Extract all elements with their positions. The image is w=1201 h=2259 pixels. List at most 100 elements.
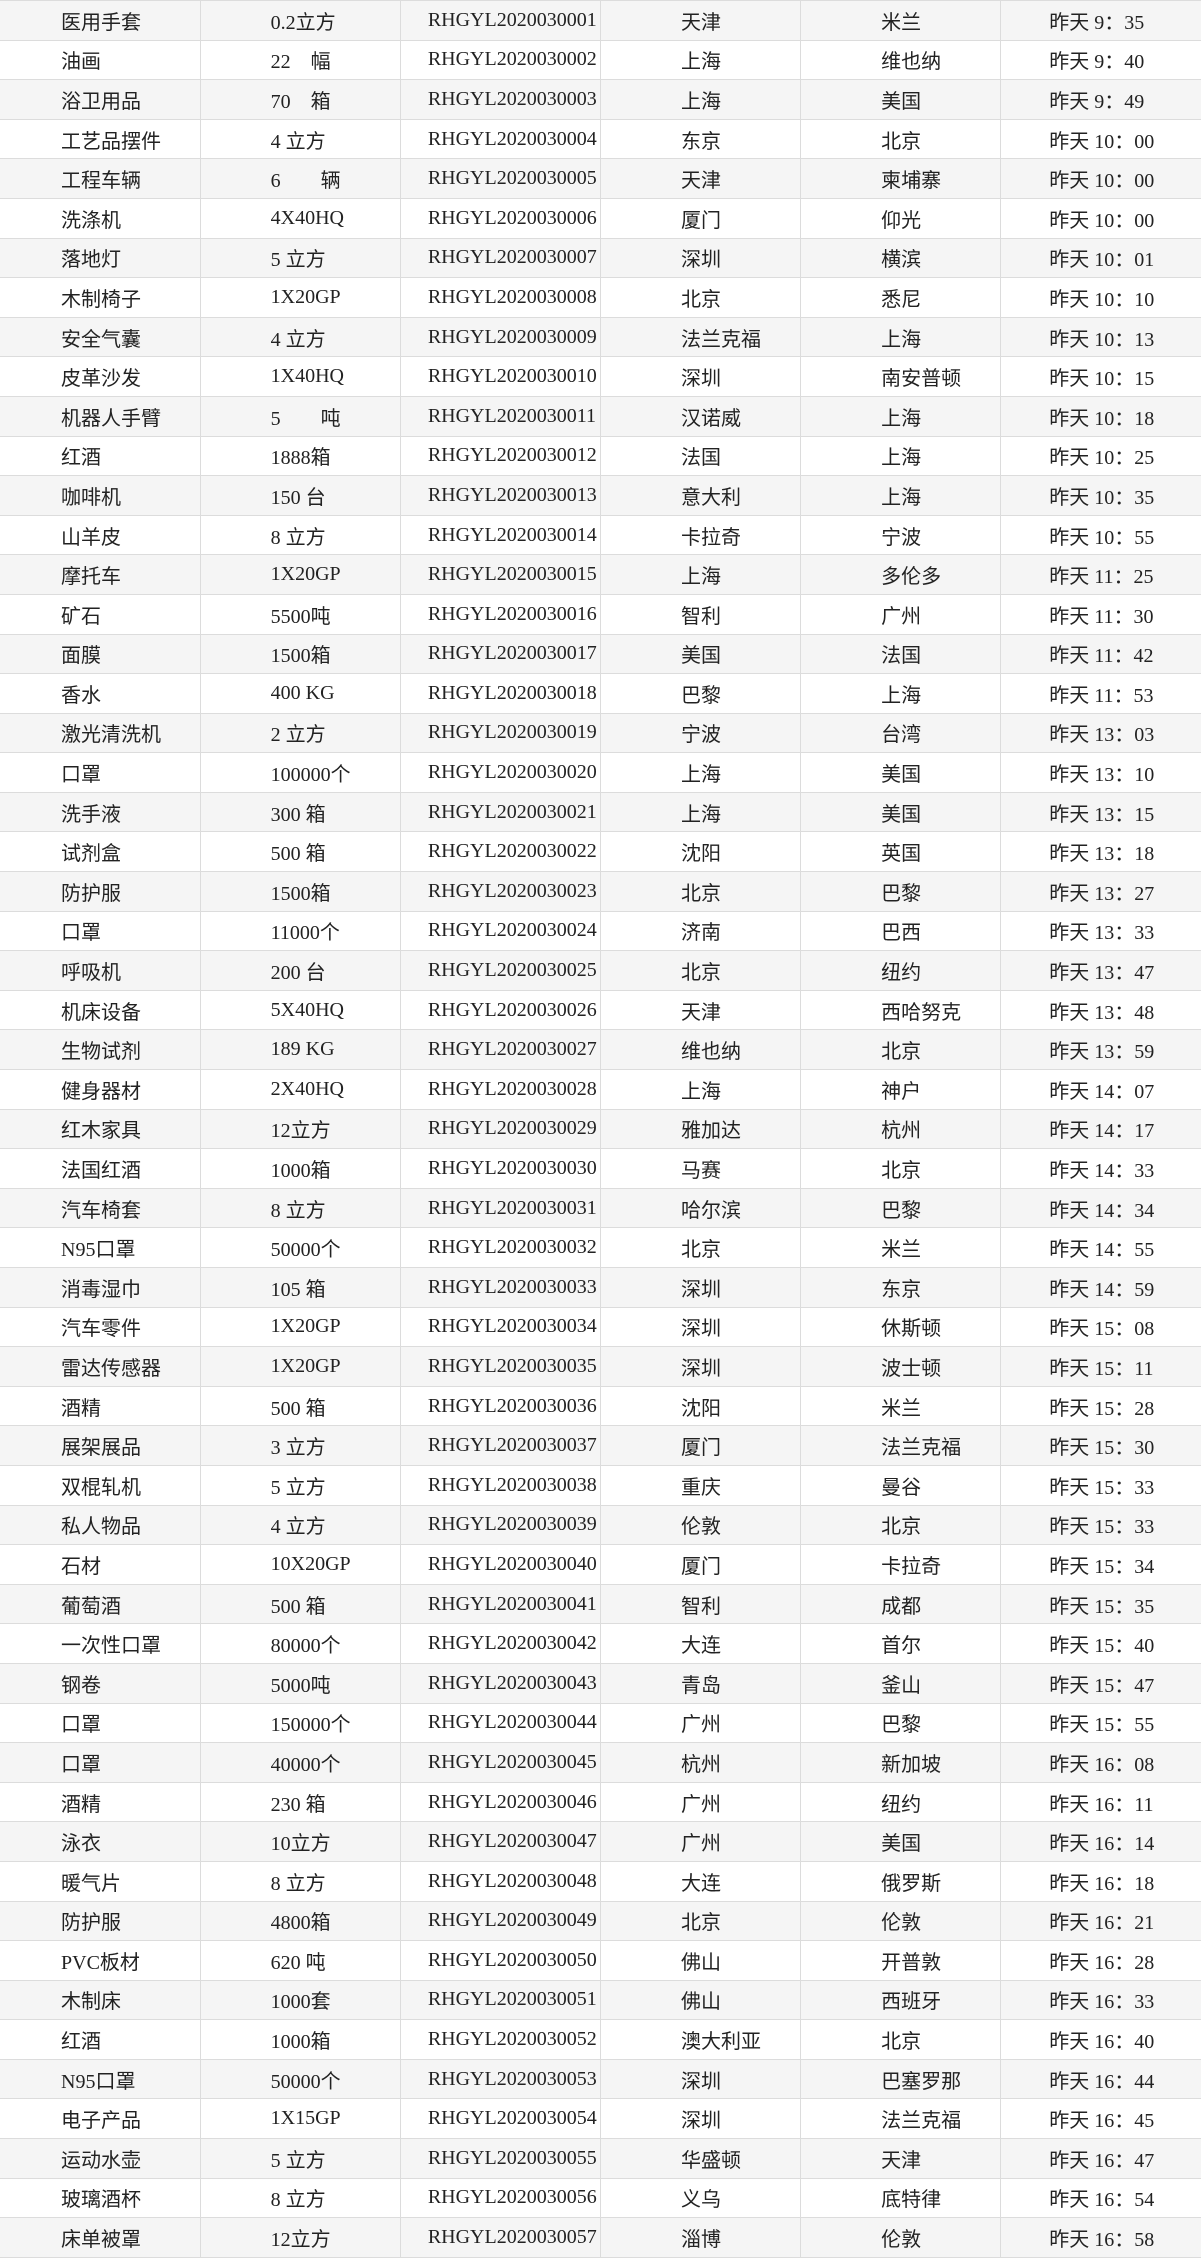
quantity-cell: 5 立方	[200, 237, 401, 279]
destination-cell: 上海	[800, 475, 1002, 516]
table-row: 钢卷 5000吨 RHGYL2020030043 青岛 釜山 昨天 15：47	[0, 1662, 1201, 1704]
quantity-cell: 10立方	[200, 1821, 401, 1862]
quantity-cell: 3 立方	[200, 1425, 401, 1466]
time-cell: 昨天 10：13	[1000, 316, 1201, 358]
cargo-name-cell: 面膜	[0, 633, 201, 675]
cargo-name-cell: 汽车椅套	[0, 1187, 201, 1229]
table-row: 暖气片 8 立方 RHGYL2020030048 大连 俄罗斯 昨天 16：18	[0, 1860, 1201, 1902]
cargo-name-cell: N95口罩	[0, 1227, 201, 1268]
table-row: N95口罩 50000个 RHGYL2020030032 北京 米兰 昨天 14：55	[0, 1227, 1201, 1268]
destination-cell: 新加坡	[800, 1742, 1002, 1783]
cargo-name-cell: 消毒湿巾	[0, 1267, 201, 1308]
quantity-cell: 2X40HQ	[200, 1069, 401, 1110]
table-row: 激光清洗机 2 立方 RHGYL2020030019 宁波 台湾 昨天 13：03	[0, 712, 1201, 754]
table-row: 面膜 1500箱 RHGYL2020030017 美国 法国 昨天 11：42	[0, 633, 1201, 675]
cargo-name-cell: 呼吸机	[0, 950, 201, 991]
destination-cell: 悉尼	[800, 277, 1002, 318]
order-number-cell: RHGYL2020030026	[400, 989, 601, 1031]
order-number-cell: RHGYL2020030033	[400, 1267, 601, 1308]
quantity-cell: 620 吨	[200, 1940, 401, 1981]
quantity-cell: 1000箱	[200, 2019, 401, 2060]
time-cell: 昨天 13：33	[1000, 910, 1201, 952]
cargo-name-cell: 红木家具	[0, 1108, 201, 1150]
cargo-name-cell: 雷达传感器	[0, 1346, 201, 1387]
origin-cell: 深圳	[600, 2098, 802, 2140]
time-cell: 昨天 15：34	[1000, 1544, 1201, 1585]
table-row: N95口罩 50000个 RHGYL2020030053 深圳 巴塞罗那 昨天 16：44	[0, 2058, 1201, 2100]
table-row: 山羊皮 8 立方 RHGYL2020030014 卡拉奇 宁波 昨天 10：55	[0, 514, 1201, 556]
destination-cell: 美国	[800, 752, 1002, 793]
table-row: 呼吸机 200 台 RHGYL2020030025 北京 纽约 昨天 13：47	[0, 950, 1201, 991]
table-row: 口罩 40000个 RHGYL2020030045 杭州 新加坡 昨天 16：08	[0, 1742, 1201, 1783]
quantity-cell: 1X15GP	[200, 2098, 401, 2140]
destination-cell: 仰光	[800, 197, 1002, 239]
destination-cell: 法国	[800, 633, 1002, 675]
cargo-name-cell: 一次性口罩	[0, 1623, 201, 1664]
order-number-cell: RHGYL2020030003	[400, 79, 601, 120]
table-row: 一次性口罩 80000个 RHGYL2020030042 大连 首尔 昨天 15：40	[0, 1623, 1201, 1664]
cargo-name-cell: 床单被罩	[0, 2217, 201, 2258]
time-cell: 昨天 15：33	[1000, 1464, 1201, 1506]
destination-cell: 杭州	[800, 1108, 1002, 1150]
time-cell: 昨天 13：47	[1000, 950, 1201, 991]
order-number-cell: RHGYL2020030021	[400, 791, 601, 833]
table-row: 红酒 1000箱 RHGYL2020030052 澳大利亚 北京 昨天 16：40	[0, 2019, 1201, 2060]
cargo-name-cell: 法国红酒	[0, 1148, 201, 1189]
quantity-cell: 105 箱	[200, 1267, 401, 1308]
quantity-cell: 5500吨	[200, 593, 401, 635]
order-number-cell: RHGYL2020030010	[400, 356, 601, 397]
time-cell: 昨天 16：58	[1000, 2217, 1201, 2258]
destination-cell: 宁波	[800, 514, 1002, 556]
origin-cell: 广州	[600, 1821, 802, 1862]
table-row: 消毒湿巾 105 箱 RHGYL2020030033 深圳 东京 昨天 14：59	[0, 1267, 1201, 1308]
order-number-cell: RHGYL2020030029	[400, 1108, 601, 1150]
order-number-cell: RHGYL2020030004	[400, 118, 601, 160]
destination-cell: 北京	[800, 1504, 1002, 1546]
time-cell: 昨天 13：10	[1000, 752, 1201, 793]
origin-cell: 天津	[600, 158, 802, 199]
origin-cell: 大连	[600, 1623, 802, 1664]
cargo-name-cell: 医用手套	[0, 0, 201, 41]
destination-cell: 卡拉奇	[800, 1544, 1002, 1585]
destination-cell: 纽约	[800, 950, 1002, 991]
order-number-cell: RHGYL2020030002	[400, 39, 601, 81]
cargo-name-cell: 酒精	[0, 1781, 201, 1823]
order-number-cell: RHGYL2020030052	[400, 2019, 601, 2060]
quantity-cell: 5 吨	[200, 395, 401, 437]
cargo-name-cell: 防护服	[0, 871, 201, 912]
origin-cell: 法国	[600, 435, 802, 477]
destination-cell: 西班牙	[800, 1979, 1002, 2021]
destination-cell: 美国	[800, 1821, 1002, 1862]
quantity-cell: 50000个	[200, 2058, 401, 2100]
destination-cell: 上海	[800, 316, 1002, 358]
cargo-name-cell: 摩托车	[0, 554, 201, 595]
origin-cell: 济南	[600, 910, 802, 952]
time-cell: 昨天 16：11	[1000, 1781, 1201, 1823]
table-row: 木制床 1000套 RHGYL2020030051 佛山 西班牙 昨天 16：33	[0, 1979, 1201, 2021]
cargo-name-cell: 工程车辆	[0, 158, 201, 199]
destination-cell: 横滨	[800, 237, 1002, 279]
quantity-cell: 6 辆	[200, 158, 401, 199]
origin-cell: 厦门	[600, 1544, 802, 1585]
time-cell: 昨天 11：25	[1000, 554, 1201, 595]
order-number-cell: RHGYL2020030005	[400, 158, 601, 199]
time-cell: 昨天 13：15	[1000, 791, 1201, 833]
order-number-cell: RHGYL2020030056	[400, 2177, 601, 2219]
time-cell: 昨天 15：28	[1000, 1385, 1201, 1427]
origin-cell: 雅加达	[600, 1108, 802, 1150]
destination-cell: 南安普顿	[800, 356, 1002, 397]
destination-cell: 伦敦	[800, 2217, 1002, 2258]
table-row: 汽车零件 1X20GP RHGYL2020030034 深圳 休斯顿 昨天 15：08	[0, 1306, 1201, 1348]
quantity-cell: 150000个	[200, 1702, 401, 1744]
order-number-cell: RHGYL2020030023	[400, 871, 601, 912]
order-number-cell: RHGYL2020030049	[400, 1900, 601, 1942]
cargo-name-cell: 口罩	[0, 910, 201, 952]
table-row: 酒精 230 箱 RHGYL2020030046 广州 纽约 昨天 16：11	[0, 1781, 1201, 1823]
time-cell: 昨天 15：33	[1000, 1504, 1201, 1546]
quantity-cell: 40000个	[200, 1742, 401, 1783]
quantity-cell: 1X20GP	[200, 554, 401, 595]
time-cell: 昨天 10：10	[1000, 277, 1201, 318]
table-row: 葡萄酒 500 箱 RHGYL2020030041 智利 成都 昨天 15：35	[0, 1583, 1201, 1625]
quantity-cell: 2 立方	[200, 712, 401, 754]
